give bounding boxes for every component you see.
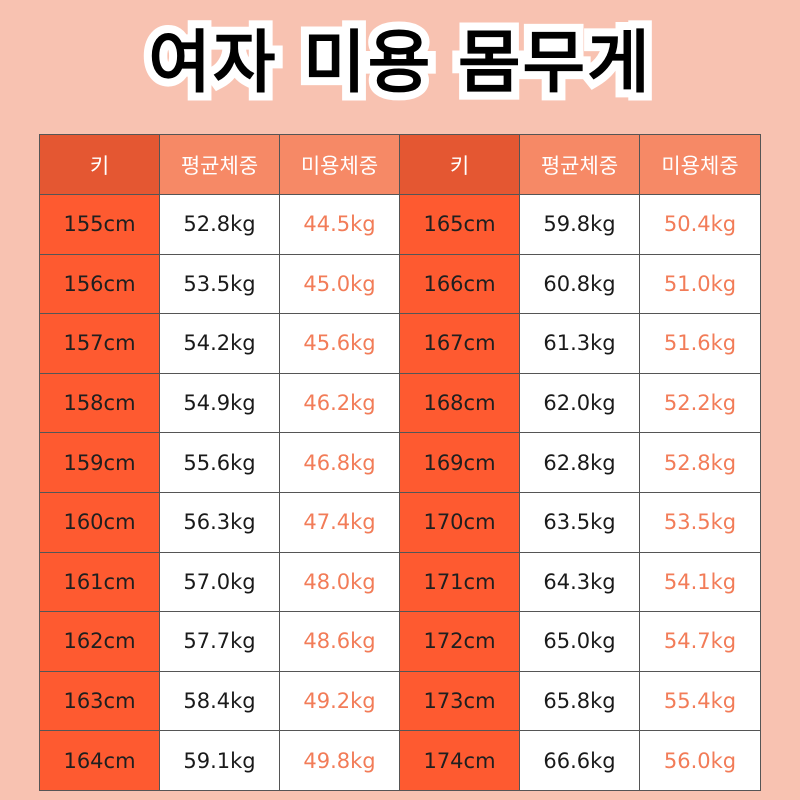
average-weight-cell: 53.5kg: [159, 253, 280, 315]
height-cell: 173cm: [399, 670, 520, 732]
average-weight-cell: 61.3kg: [519, 313, 640, 374]
header-height: 키: [39, 134, 160, 195]
table-row: 162cm 57.7kg 48.6kg 172cm 65.0kg 54.7kg: [39, 611, 761, 672]
average-weight-cell: 57.7kg: [159, 611, 280, 672]
header-beauty-weight: 미용체중: [639, 134, 761, 195]
table-row: 160cm 56.3kg 47.4kg 170cm 63.5kg 53.5kg: [39, 491, 761, 553]
header-average-weight: 평균체중: [159, 134, 280, 195]
average-weight-cell: 65.0kg: [519, 611, 640, 672]
beauty-weight-cell: 48.6kg: [279, 611, 400, 672]
average-weight-cell: 62.0kg: [519, 372, 640, 434]
height-cell: 160cm: [39, 491, 160, 553]
height-cell: 165cm: [399, 194, 520, 255]
height-cell: 158cm: [39, 372, 160, 434]
table-row: 163cm 58.4kg 49.2kg 173cm 65.8kg 55.4kg: [39, 670, 761, 732]
height-cell: 161cm: [39, 551, 160, 613]
beauty-weight-cell: 47.4kg: [279, 491, 400, 553]
beauty-weight-cell: 53.5kg: [639, 491, 761, 553]
height-cell: 169cm: [399, 432, 520, 493]
page-title: 여자 미용 몸무게: [140, 16, 657, 111]
height-cell: 156cm: [39, 253, 160, 315]
beauty-weight-cell: 55.4kg: [639, 670, 761, 732]
height-cell: 163cm: [39, 670, 160, 732]
average-weight-cell: 56.3kg: [159, 491, 280, 553]
average-weight-cell: 58.4kg: [159, 670, 280, 732]
header-row: 키 평균체중 미용체중 키 평균체중 미용체중: [39, 134, 761, 195]
height-cell: 172cm: [399, 611, 520, 672]
table-row: 156cm 53.5kg 45.0kg 166cm 60.8kg 51.0kg: [39, 253, 761, 315]
beauty-weight-cell: 46.2kg: [279, 372, 400, 434]
height-cell: 168cm: [399, 372, 520, 434]
header-height: 키: [399, 134, 520, 195]
beauty-weight-cell: 50.4kg: [639, 194, 761, 255]
average-weight-cell: 64.3kg: [519, 551, 640, 613]
height-cell: 157cm: [39, 313, 160, 374]
table-row: 155cm 52.8kg 44.5kg 165cm 59.8kg 50.4kg: [39, 194, 761, 255]
beauty-weight-cell: 44.5kg: [279, 194, 400, 255]
average-weight-cell: 55.6kg: [159, 432, 280, 493]
beauty-weight-cell: 45.0kg: [279, 253, 400, 315]
table-row: 164cm 59.1kg 49.8kg 174cm 66.6kg 56.0kg: [39, 730, 761, 791]
weight-table: 키 평균체중 미용체중 키 평균체중 미용체중 155cm 52.8kg 44.5k…: [39, 134, 761, 791]
beauty-weight-cell: 48.0kg: [279, 551, 400, 613]
average-weight-cell: 54.2kg: [159, 313, 280, 374]
average-weight-cell: 66.6kg: [519, 730, 640, 791]
average-weight-cell: 57.0kg: [159, 551, 280, 613]
table-row: 159cm 55.6kg 46.8kg 169cm 62.8kg 52.8kg: [39, 432, 761, 493]
height-cell: 155cm: [39, 194, 160, 255]
height-cell: 164cm: [39, 730, 160, 791]
average-weight-cell: 59.8kg: [519, 194, 640, 255]
average-weight-cell: 59.1kg: [159, 730, 280, 791]
beauty-weight-cell: 51.0kg: [639, 253, 761, 315]
beauty-weight-cell: 54.7kg: [639, 611, 761, 672]
table-row: 161cm 57.0kg 48.0kg 171cm 64.3kg 54.1kg: [39, 551, 761, 613]
height-cell: 167cm: [399, 313, 520, 374]
average-weight-cell: 60.8kg: [519, 253, 640, 315]
table-body: 155cm 52.8kg 44.5kg 165cm 59.8kg 50.4kg 156cm 5…: [39, 194, 761, 791]
average-weight-cell: 54.9kg: [159, 372, 280, 434]
height-cell: 170cm: [399, 491, 520, 553]
average-weight-cell: 65.8kg: [519, 670, 640, 732]
table-row: 157cm 54.2kg 45.6kg 167cm 61.3kg 51.6kg: [39, 313, 761, 374]
beauty-weight-cell: 52.2kg: [639, 372, 761, 434]
height-cell: 171cm: [399, 551, 520, 613]
height-cell: 166cm: [399, 253, 520, 315]
height-cell: 162cm: [39, 611, 160, 672]
average-weight-cell: 62.8kg: [519, 432, 640, 493]
beauty-weight-cell: 54.1kg: [639, 551, 761, 613]
header-average-weight: 평균체중: [519, 134, 640, 195]
height-cell: 159cm: [39, 432, 160, 493]
average-weight-cell: 52.8kg: [159, 194, 280, 255]
beauty-weight-cell: 56.0kg: [639, 730, 761, 791]
header-beauty-weight: 미용체중: [279, 134, 400, 195]
beauty-weight-cell: 49.8kg: [279, 730, 400, 791]
beauty-weight-cell: 45.6kg: [279, 313, 400, 374]
beauty-weight-cell: 46.8kg: [279, 432, 400, 493]
beauty-weight-cell: 49.2kg: [279, 670, 400, 732]
height-cell: 174cm: [399, 730, 520, 791]
average-weight-cell: 63.5kg: [519, 491, 640, 553]
table-row: 158cm 54.9kg 46.2kg 168cm 62.0kg 52.2kg: [39, 372, 761, 434]
beauty-weight-cell: 52.8kg: [639, 432, 761, 493]
beauty-weight-cell: 51.6kg: [639, 313, 761, 374]
